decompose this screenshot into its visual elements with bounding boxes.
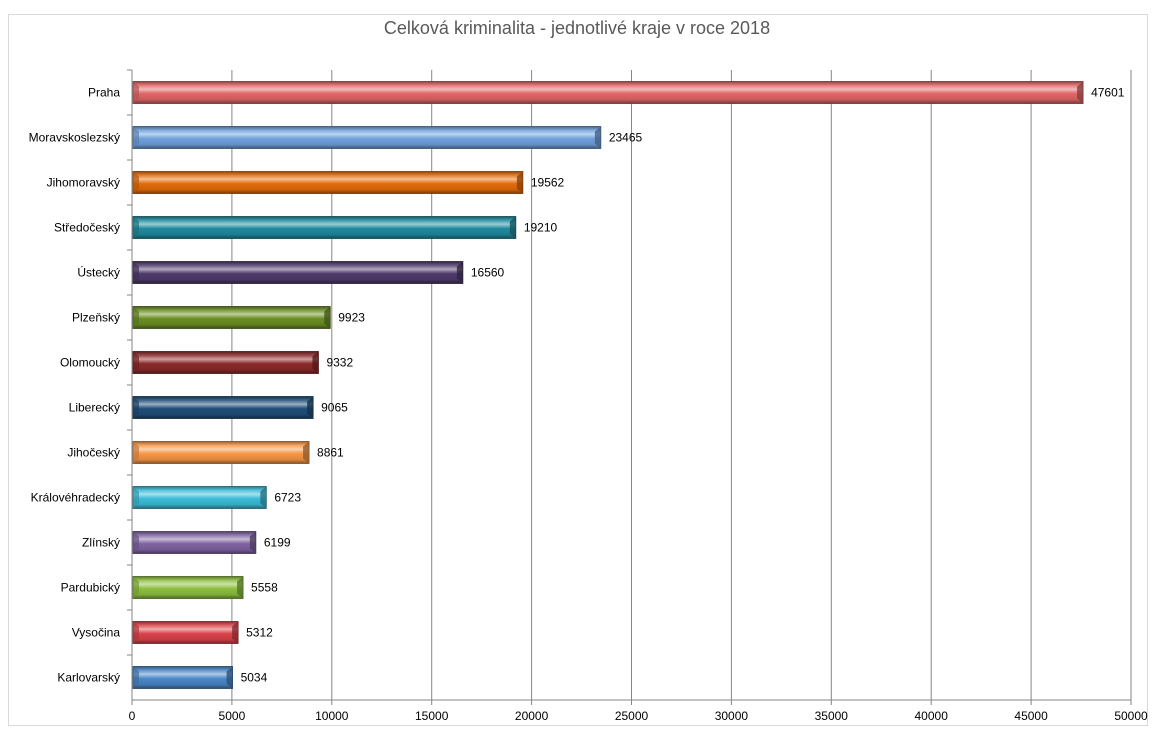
category-label: Praha bbox=[88, 86, 120, 100]
chart-title: Celková kriminalita - jednotlivé kraje v… bbox=[383, 18, 771, 38]
category-label: Olomoucký bbox=[60, 356, 120, 370]
gridlines bbox=[131, 70, 1132, 700]
category-label: Moravskoslezský bbox=[29, 131, 120, 145]
bar-bevel-right bbox=[249, 531, 256, 554]
data-label: 5558 bbox=[251, 581, 278, 595]
bar-bevel-right bbox=[324, 306, 331, 329]
category-label: Jihomoravský bbox=[47, 176, 120, 190]
bar-bevel-right bbox=[307, 396, 314, 419]
bar-bevel-left bbox=[133, 396, 139, 419]
bar-bevel-right bbox=[456, 261, 463, 284]
x-tick-label: 35000 bbox=[815, 709, 849, 723]
x-tick-label: 20000 bbox=[515, 709, 549, 723]
bar-bevel-left bbox=[133, 126, 139, 149]
x-tick-label: 15000 bbox=[415, 709, 449, 723]
bar-Jihomoravský bbox=[132, 171, 524, 194]
category-label: Zlínský bbox=[82, 536, 120, 550]
data-label: 9065 bbox=[321, 401, 348, 415]
data-label: 6199 bbox=[264, 536, 291, 550]
bar-Ústecký bbox=[132, 261, 464, 284]
category-label: Jihočeský bbox=[67, 446, 120, 460]
bar-Plzeňský bbox=[132, 306, 331, 329]
axes bbox=[127, 69, 1132, 705]
bar-Zlínský bbox=[132, 531, 257, 554]
bar-bevel-left bbox=[133, 576, 139, 599]
x-tick-label: 5000 bbox=[219, 709, 246, 723]
bar-Moravskoslezský bbox=[132, 126, 602, 149]
data-label: 19562 bbox=[531, 176, 565, 190]
data-label: 9923 bbox=[338, 311, 365, 325]
category-label: Karlovarský bbox=[57, 671, 120, 685]
bar-bevel-right bbox=[232, 621, 239, 644]
category-label: Vysočina bbox=[72, 626, 121, 640]
data-label: 5034 bbox=[241, 671, 268, 685]
x-tick-label: 40000 bbox=[915, 709, 949, 723]
category-label: Plzeňský bbox=[72, 311, 120, 325]
bar-bevel-left bbox=[133, 306, 139, 329]
x-tick-label: 30000 bbox=[715, 709, 749, 723]
category-label: Ústecký bbox=[77, 265, 120, 280]
bar-bevel-right bbox=[237, 576, 244, 599]
bars bbox=[132, 81, 1084, 689]
bar-bevel-left bbox=[133, 441, 139, 464]
category-label: Středočeský bbox=[54, 221, 120, 235]
data-label: 6723 bbox=[274, 491, 301, 505]
bar-bevel-right bbox=[260, 486, 267, 509]
bar-bevel-right bbox=[226, 666, 233, 689]
category-label: Královéhradecký bbox=[31, 491, 120, 505]
bar-Jihočeský bbox=[132, 441, 310, 464]
bar-Pardubický bbox=[132, 576, 244, 599]
bar-bevel-left bbox=[133, 666, 139, 689]
bar-bevel-right bbox=[594, 126, 601, 149]
bar-Vysočina bbox=[132, 621, 239, 644]
bar-bevel-left bbox=[133, 621, 139, 644]
bar-bevel-left bbox=[133, 486, 139, 509]
bar-bevel-left bbox=[133, 261, 139, 284]
bar-Královéhradecký bbox=[132, 486, 267, 509]
data-label: 19210 bbox=[524, 221, 558, 235]
data-label: 8861 bbox=[317, 446, 344, 460]
bar-bevel-left bbox=[133, 216, 139, 239]
data-label: 16560 bbox=[471, 266, 505, 280]
labels: 0 5000 10000 15000 20000 25000 30000 35000 40000… bbox=[29, 86, 1148, 724]
category-label: Liberecký bbox=[69, 401, 120, 415]
bar-bevel-right bbox=[303, 441, 310, 464]
bar-Liberecký bbox=[132, 396, 314, 419]
x-tick-label: 10000 bbox=[315, 709, 349, 723]
x-tick-label: 25000 bbox=[615, 709, 649, 723]
bar-Karlovarský bbox=[132, 666, 233, 689]
x-tick-label: 50000 bbox=[1114, 709, 1148, 723]
bar-Praha bbox=[132, 81, 1084, 104]
bar-bevel-left bbox=[133, 531, 139, 554]
bar-bevel-right bbox=[509, 216, 516, 239]
x-tick-label: 45000 bbox=[1014, 709, 1048, 723]
data-label: 5312 bbox=[246, 626, 273, 640]
x-tick-label: 0 bbox=[129, 709, 136, 723]
bar-bevel-left bbox=[133, 81, 139, 104]
data-label: 9332 bbox=[326, 356, 353, 370]
bar-bevel-left bbox=[133, 351, 139, 374]
data-label: 47601 bbox=[1091, 86, 1125, 100]
bar-bevel-right bbox=[1077, 81, 1084, 104]
bar-bevel-right bbox=[516, 171, 523, 194]
bar-Olomoucký bbox=[132, 351, 319, 374]
bar-bevel-left bbox=[133, 171, 139, 194]
bar-bevel-right bbox=[312, 351, 319, 374]
category-label: Pardubický bbox=[61, 581, 120, 595]
data-label: 23465 bbox=[609, 131, 643, 145]
bar-Středočeský bbox=[132, 216, 517, 239]
